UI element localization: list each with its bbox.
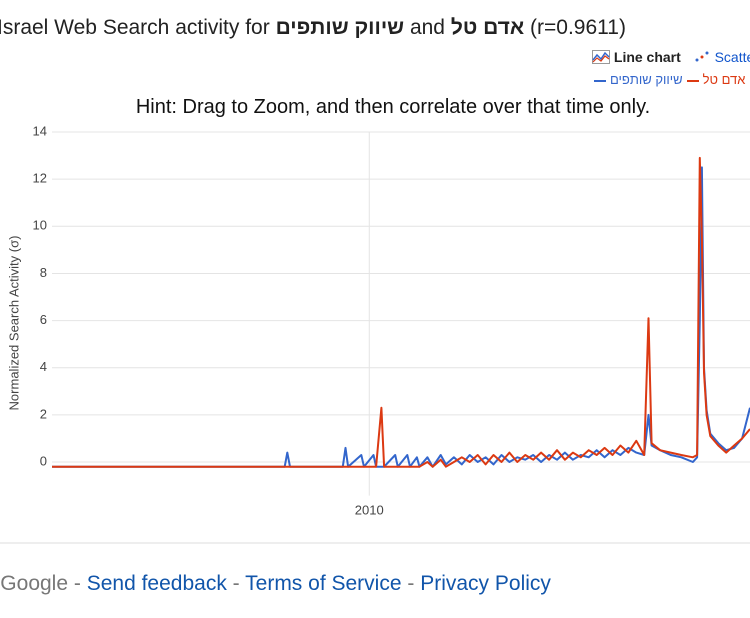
y-tick-label: 0 (40, 453, 47, 468)
link[interactable]: Send feedback (86, 572, 227, 595)
y-axis-label: Normalized Search Activity (σ) (6, 236, 21, 411)
term: שיווק שותפים (275, 16, 405, 39)
link[interactable]: Privacy Policy (420, 572, 551, 595)
term: אדם טל (450, 16, 525, 39)
title: Israel Web Search activity for שיווק שות… (0, 16, 626, 40)
y-tick-label: 10 (33, 218, 47, 233)
link[interactable]: Terms of Service (245, 572, 402, 595)
series-line (52, 166, 750, 468)
legend-swatch (686, 79, 699, 82)
hint: Hint: Drag to Zoom, and then correlate o… (135, 96, 651, 118)
y-tick-label: 8 (40, 265, 47, 280)
title-prefix: Israel Web Search activity for (0, 16, 270, 39)
legend: שיווק שותפים אדם טל (590, 72, 745, 87)
x-tick-label: 2010 (355, 502, 384, 517)
series-line (52, 156, 750, 468)
view-button[interactable]: Scatter plot (714, 49, 750, 65)
y-tick-label: 2 (40, 406, 47, 421)
footer: © Google - Send feedback - Terms of Serv… (0, 572, 551, 596)
separator: - (232, 572, 240, 595)
y-tick-label: 6 (40, 312, 47, 327)
y-tick-label: 4 (40, 359, 47, 374)
separator: - (407, 572, 415, 595)
title-joiner: and (409, 16, 445, 39)
view-switch: Line chart Scatter plot (592, 49, 750, 65)
view-button[interactable]: Line chart (613, 49, 681, 65)
correlation: (r=0.9611) (530, 16, 626, 39)
legend-label: אדם טל (702, 72, 746, 87)
line-icon (592, 50, 610, 64)
brand: © Google (0, 572, 69, 595)
scatter-icon (695, 51, 709, 62)
y-tick-label: 14 (33, 123, 47, 138)
legend-swatch (594, 79, 606, 82)
legend-label: שיווק שותפים (610, 72, 683, 87)
y-tick-label: 12 (33, 171, 47, 186)
separator: - (73, 572, 81, 595)
